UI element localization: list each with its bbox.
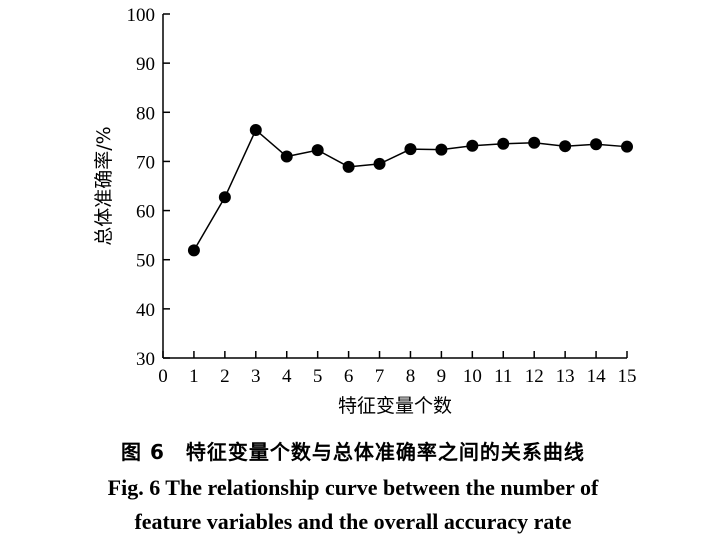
data-point — [404, 143, 417, 156]
x-tick-label: 11 — [494, 366, 512, 387]
y-tick-label: 100 — [127, 5, 156, 26]
data-point — [497, 137, 510, 150]
y-tick-label: 30 — [136, 349, 155, 370]
figure-caption-english-line-2: feature variables and the overall accura… — [134, 509, 572, 534]
data-point — [218, 191, 231, 204]
data-point — [342, 160, 355, 173]
y-tick-label: 70 — [136, 152, 155, 173]
x-tick-label: 2 — [220, 366, 230, 387]
data-point — [528, 136, 541, 149]
x-tick-label: 5 — [313, 366, 323, 387]
x-tick-label: 4 — [282, 366, 292, 387]
data-point — [590, 138, 603, 151]
y-tick-label: 90 — [136, 54, 155, 75]
x-tick-label: 13 — [556, 366, 575, 387]
data-point — [249, 123, 262, 136]
data-point — [621, 140, 633, 153]
data-point — [280, 150, 293, 163]
x-tick-label: 8 — [406, 366, 416, 387]
x-tick-label: 9 — [437, 366, 447, 387]
x-tick-label: 15 — [618, 366, 637, 387]
data-point — [187, 244, 200, 257]
data-point — [373, 157, 386, 170]
y-tick-label: 40 — [136, 300, 155, 321]
x-tick-label: 6 — [344, 366, 354, 387]
x-tick-label: 3 — [251, 366, 261, 387]
data-point — [466, 139, 479, 152]
x-tick-label: 14 — [587, 366, 607, 387]
x-axis-ticks: 0 1 2 3 4 5 6 7 8 9 10 11 12 13 14 15 — [158, 351, 637, 387]
data-point — [311, 144, 324, 157]
chart-axes — [162, 14, 627, 359]
figure-caption-english-line-1: Fig. 6 The relationship curve between th… — [107, 475, 599, 500]
x-axis-title: 特征变量个数 — [338, 395, 452, 417]
x-tick-label: 12 — [525, 366, 544, 387]
x-tick-label: 1 — [189, 366, 199, 387]
y-axis-title: 总体准确率/% — [93, 126, 115, 245]
y-tick-label: 80 — [136, 103, 155, 124]
figure-caption-chinese: 图 6 特征变量个数与总体准确率之间的关系曲线 — [121, 440, 585, 464]
data-series — [187, 123, 633, 257]
x-tick-label: 10 — [463, 366, 482, 387]
x-tick-label: 0 — [158, 366, 168, 387]
data-point — [559, 140, 572, 153]
y-tick-label: 50 — [136, 251, 155, 272]
data-point — [435, 143, 448, 156]
y-axis-ticks: 30 40 50 60 70 80 90 100 — [127, 5, 170, 370]
x-tick-label: 7 — [375, 366, 385, 387]
y-tick-label: 60 — [136, 202, 155, 223]
